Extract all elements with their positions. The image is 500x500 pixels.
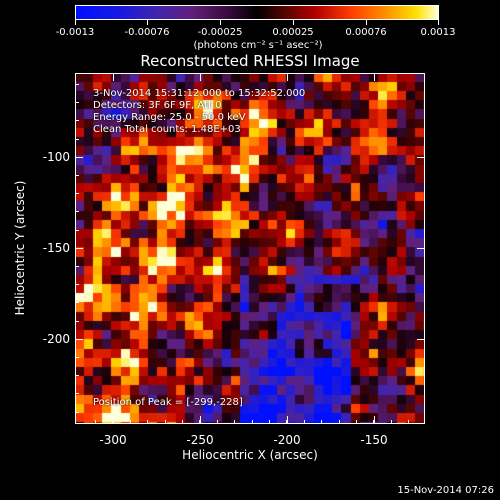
colorbar-unit: (photons cm⁻² s⁻¹ asec⁻²) [193, 40, 323, 51]
axis-tick [112, 420, 113, 424]
axis-tick [408, 420, 409, 424]
colorbar-label: -0.0013 [55, 27, 95, 38]
axis-tick [217, 420, 218, 424]
x-tick-label: -200 [273, 433, 301, 447]
axis-tick [75, 120, 79, 121]
axis-tick [75, 211, 79, 212]
axis-tick [269, 420, 270, 424]
info-time: 3-Nov-2014 15:31:12.000 to 15:32:52.000 [93, 88, 306, 99]
colorbar-label: 0.00025 [272, 27, 314, 38]
y-tick-label: -100 [42, 150, 70, 164]
axis-tick [75, 248, 79, 249]
y-tick-label: -200 [42, 332, 70, 346]
axis-tick [252, 420, 253, 424]
axis-tick [287, 73, 288, 81]
axis-tick [321, 420, 322, 424]
axis-tick [356, 420, 357, 424]
axis-tick [234, 420, 235, 424]
axis-tick [75, 284, 79, 285]
colorbar-tick [293, 20, 294, 25]
axis-tick [199, 420, 200, 424]
axis-tick [374, 416, 375, 424]
axis-tick [75, 357, 79, 358]
axis-tick [200, 416, 201, 424]
timestamp: 15-Nov-2014 07:26 [397, 485, 494, 496]
info-detectors: Detectors: 3F 6F 9F, Att 0 [93, 100, 222, 111]
axis-tick [75, 193, 79, 194]
info-clean: Clean Total counts: 1.48E+03 [93, 124, 241, 135]
y-axis-label: Heliocentric Y (arcsec) [13, 180, 27, 316]
axis-tick [417, 157, 425, 158]
axis-tick [182, 420, 183, 424]
axis-tick [147, 420, 148, 424]
axis-tick [95, 420, 96, 424]
axis-tick [75, 157, 83, 158]
axis-tick [391, 420, 392, 424]
x-tick-label: -250 [186, 433, 214, 447]
colorbar-tick [147, 20, 148, 25]
axis-tick [75, 302, 79, 303]
axis-tick [417, 339, 425, 340]
peak-position: Position of Peak = [-299,-228] [93, 397, 243, 408]
y-tick-label: -150 [42, 241, 70, 255]
colorbar-label: -0.00025 [197, 27, 243, 38]
axis-tick [374, 73, 375, 81]
axis-tick [75, 248, 83, 249]
rhessi-image [75, 73, 425, 424]
axis-tick [75, 175, 79, 176]
colorbar-tick [366, 20, 367, 25]
axis-tick [75, 266, 79, 267]
axis-tick [75, 339, 83, 340]
colorbar-label: 0.0013 [420, 27, 456, 38]
axis-tick [339, 420, 340, 424]
axis-tick [373, 420, 374, 424]
colorbar-tick [75, 20, 76, 25]
colorbar [75, 5, 439, 20]
axis-tick [130, 420, 131, 424]
plot-title: Reconstructed RHESSI Image [140, 52, 360, 70]
axis-tick [75, 339, 79, 340]
axis-tick [113, 73, 114, 81]
colorbar-tick [220, 20, 221, 25]
axis-tick [200, 73, 201, 81]
axis-tick [287, 416, 288, 424]
colorbar-label: 0.00076 [345, 27, 387, 38]
axis-tick [75, 412, 79, 413]
x-axis-label: Heliocentric X (arcsec) [182, 448, 318, 462]
axis-tick [75, 84, 79, 85]
colorbar-tick [438, 20, 439, 25]
axis-tick [113, 416, 114, 424]
axis-tick [417, 248, 425, 249]
axis-tick [75, 321, 79, 322]
axis-tick [75, 375, 79, 376]
axis-tick [75, 139, 79, 140]
info-energy: Energy Range: 25.0 - 50.0 keV [93, 112, 246, 123]
axis-tick [304, 420, 305, 424]
x-tick-label: -150 [360, 433, 388, 447]
axis-tick [286, 420, 287, 424]
axis-tick [75, 230, 79, 231]
colorbar-label: -0.00076 [124, 27, 170, 38]
axis-tick [75, 102, 79, 103]
axis-tick [75, 393, 79, 394]
axis-tick [165, 420, 166, 424]
axis-tick [75, 157, 79, 158]
x-tick-label: -300 [99, 433, 127, 447]
